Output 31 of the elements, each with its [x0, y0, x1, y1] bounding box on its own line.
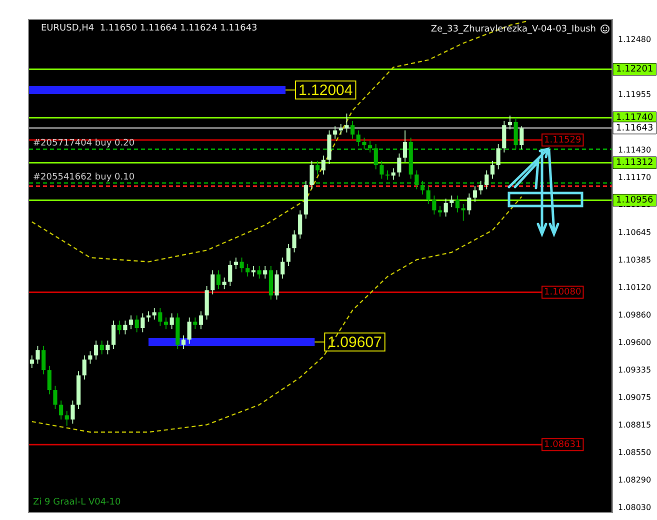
- y-tick-label: 1.09335: [618, 366, 652, 375]
- y-tick-label: 1.10645: [618, 228, 652, 237]
- ref-line-label: 1.08631: [544, 440, 582, 450]
- ref-line-label: 1.12004: [298, 82, 353, 100]
- ref-line-label: 1.11643: [616, 123, 654, 134]
- ref-line-label: 1.12201: [616, 64, 654, 75]
- y-tick-label: 1.09600: [618, 338, 652, 347]
- y-tick-label: 1.08550: [618, 448, 652, 458]
- ref-line-label: 1.11312: [616, 158, 654, 168]
- y-tick-label: 1.09075: [618, 393, 652, 402]
- y-tick-label: 1.10385: [618, 255, 652, 264]
- ref-line-label: 1.11529: [544, 135, 582, 146]
- y-tick-label: 1.11170: [618, 172, 652, 182]
- y-tick-label: 1.08290: [618, 476, 652, 485]
- annotation: Ze_33_Zhuravlerezka_V-04-03_Ibush: [430, 24, 596, 34]
- y-tick-label: 1.09860: [618, 310, 652, 320]
- y-tick-label: 1.11430: [618, 145, 652, 154]
- ref-line-label: 1.10956: [616, 196, 654, 206]
- y-tick-label: 1.10120: [618, 283, 652, 292]
- y-tick-label: 1.11955: [618, 90, 652, 100]
- ref-line-label: #205717404 buy 0.20: [33, 138, 135, 149]
- annotation: Zi 9 Graal-L V04-10: [33, 497, 122, 508]
- y-tick-label: 1.08030: [618, 502, 652, 512]
- ref-line-label: 1.10080: [544, 288, 582, 298]
- ref-line-label: 1.11740: [616, 113, 654, 124]
- ref-line-label: #205541662 buy 0.10: [33, 172, 135, 182]
- ref-line-label: 1.09607: [328, 334, 382, 352]
- y-tick-label: 1.12480: [618, 35, 652, 44]
- line-series: [31, 196, 522, 433]
- chart-title: EURUSD,H4 1.11650 1.11664 1.11624 1.11643: [41, 23, 258, 34]
- y-tick-label: 1.08815: [618, 420, 652, 430]
